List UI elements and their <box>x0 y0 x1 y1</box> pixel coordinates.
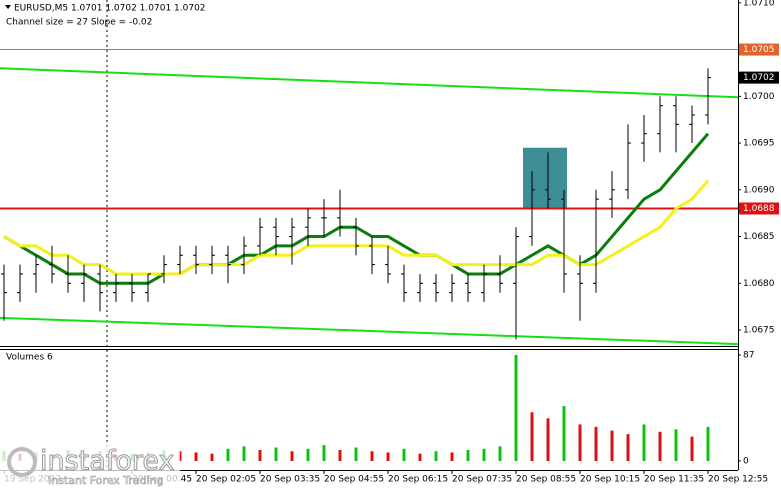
level-label-box <box>739 202 779 215</box>
x-tick-label: 20 Sep 07:35 <box>452 475 512 485</box>
volume-bar <box>450 452 454 461</box>
volume-bar <box>274 447 278 461</box>
indicator-label: Channel size = 27 Slope = -0.02 <box>6 18 152 28</box>
volume-bar <box>194 452 198 461</box>
chart-header: EURUSD,M5 1.0701 1.0702 1.0701 1.0702 <box>14 4 206 14</box>
watermark-logo <box>7 447 37 477</box>
x-tick-label: 20 Sep 11:35 <box>644 475 704 485</box>
highlight-zone <box>523 147 567 209</box>
volume-bar <box>562 406 566 461</box>
x-tick-label: 20 Sep 12:55 <box>708 475 768 485</box>
volume-title: Volumes 6 <box>6 353 53 363</box>
volume-bar <box>642 424 646 461</box>
volume-bar <box>482 448 486 461</box>
volume-bar <box>626 434 630 461</box>
volume-bar <box>690 436 694 461</box>
x-tick-label: 20 Sep 02:05 <box>196 475 256 485</box>
volume-bar <box>402 448 406 461</box>
volume-bar <box>434 451 438 461</box>
x-tick-label: 20 Sep 06:15 <box>388 475 448 485</box>
volume-bar <box>370 451 374 461</box>
x-tick-label: 20 Sep 04:55 <box>324 475 384 485</box>
volume-bar <box>546 418 550 461</box>
volume-bar <box>258 450 262 461</box>
volume-bar <box>226 448 230 461</box>
level-label: 1.0705 <box>743 45 775 55</box>
watermark-tagline: Instant Forex Trading <box>48 474 164 487</box>
volume-bar <box>338 450 342 461</box>
volume-bar <box>418 453 422 461</box>
volume-bar <box>466 450 470 461</box>
volume-bar <box>386 452 390 461</box>
volume-tick-label: 87 <box>743 351 754 361</box>
level-label: 1.0688 <box>743 204 775 214</box>
volume-bar <box>514 355 518 461</box>
y-tick-label: 1.0675 <box>743 326 775 336</box>
menu-icon <box>5 5 11 9</box>
volume-bar <box>674 429 678 461</box>
y-tick-label: 1.0690 <box>743 185 775 195</box>
last-price-label: 1.0702 <box>743 73 775 83</box>
volume-bar <box>210 453 214 461</box>
volume-bar <box>706 426 710 461</box>
y-tick-label: 1.0710 <box>743 0 775 8</box>
x-tick-label: 20 Sep 03:35 <box>260 475 320 485</box>
y-tick-label: 1.0695 <box>743 139 775 149</box>
watermark-brand: instaforex <box>40 446 174 477</box>
channel-line <box>0 67 739 99</box>
volume-bar <box>306 448 310 461</box>
volume-bar <box>658 431 662 461</box>
last-price-box <box>739 71 779 84</box>
y-tick-label: 1.0685 <box>743 232 775 242</box>
volume-bar <box>290 451 294 461</box>
volume-bar <box>594 426 598 461</box>
level-label-box <box>739 43 779 56</box>
volume-bar <box>242 446 246 461</box>
volume-tick-label: 0 <box>743 457 749 467</box>
x-tick-label: 20 Sep 08:55 <box>516 475 576 485</box>
volume-bar <box>610 430 614 461</box>
x-tick-label: 20 Sep 10:15 <box>580 475 640 485</box>
y-tick-label: 1.0700 <box>743 92 775 102</box>
watermark: instaforex Instant Forex Trading <box>0 444 180 489</box>
y-tick-label: 1.0680 <box>743 279 775 289</box>
volume-bar <box>498 446 502 461</box>
volume-bar <box>354 447 358 461</box>
volume-bar <box>578 424 582 461</box>
volume-bar <box>322 445 326 461</box>
channel-line <box>0 316 739 346</box>
volume-bar <box>530 412 534 461</box>
